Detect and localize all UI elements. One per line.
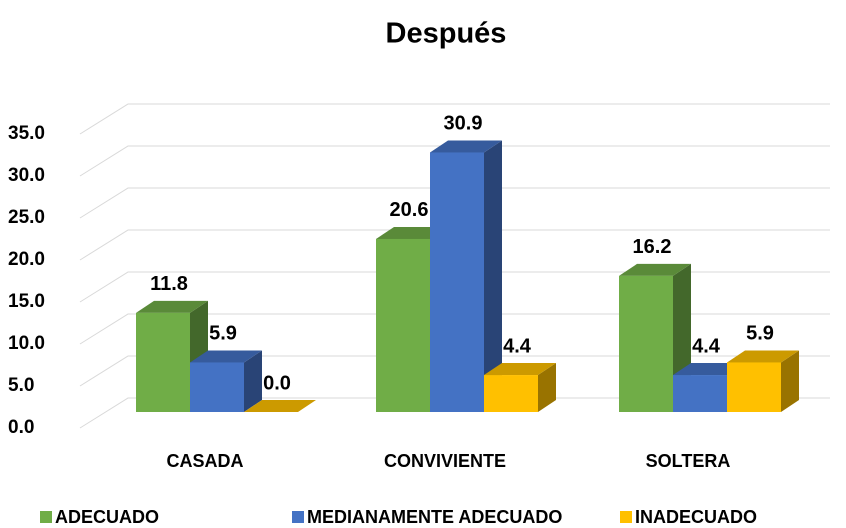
bar-top bbox=[136, 300, 208, 313]
data-label: 5.9 bbox=[746, 323, 774, 345]
y-tick-label: 10.0 bbox=[8, 333, 45, 354]
legend-label: MEDIANAMENTE ADECUADO bbox=[307, 507, 562, 527]
legend-swatch bbox=[620, 511, 632, 523]
grid-line bbox=[79, 145, 830, 177]
bar-top bbox=[244, 400, 316, 412]
legend-label: ADECUADO bbox=[55, 507, 159, 527]
bar bbox=[727, 362, 781, 412]
grid-line bbox=[79, 271, 830, 303]
data-label: 4.4 bbox=[692, 335, 721, 357]
y-tick-label: 25.0 bbox=[8, 207, 45, 228]
chart-title: Después bbox=[386, 18, 507, 50]
bar-top bbox=[190, 350, 262, 363]
grid-line bbox=[79, 229, 830, 261]
data-label: 5.9 bbox=[209, 323, 237, 345]
bar bbox=[673, 375, 727, 412]
bar-top bbox=[484, 363, 556, 376]
bar-side bbox=[538, 363, 556, 412]
legend-swatch bbox=[292, 511, 304, 523]
bar bbox=[136, 312, 190, 412]
grid-line bbox=[79, 355, 830, 387]
bar bbox=[376, 238, 430, 412]
bar bbox=[190, 362, 244, 412]
grid-line bbox=[79, 313, 830, 345]
y-tick-label: 20.0 bbox=[8, 249, 45, 270]
data-label: 30.9 bbox=[444, 113, 483, 135]
bar-top bbox=[430, 140, 502, 153]
grid-line bbox=[79, 187, 830, 219]
data-label: 0.0 bbox=[263, 372, 291, 394]
y-tick-label: 35.0 bbox=[8, 123, 45, 144]
legend-swatch bbox=[40, 511, 52, 523]
bar-side bbox=[781, 350, 799, 412]
x-tick-label: CONVIVIENTE bbox=[384, 451, 506, 471]
bar-side bbox=[244, 350, 262, 412]
bar bbox=[484, 375, 538, 412]
y-tick-label: 15.0 bbox=[8, 291, 45, 312]
grid-line bbox=[79, 397, 830, 429]
data-label: 20.6 bbox=[390, 199, 429, 221]
y-tick-label: 30.0 bbox=[8, 165, 45, 186]
data-label: 11.8 bbox=[150, 273, 188, 295]
legend-label: INADECUADO bbox=[635, 507, 757, 527]
data-label: 16.2 bbox=[633, 236, 672, 258]
x-tick-label: CASADA bbox=[166, 451, 243, 471]
bar bbox=[430, 152, 484, 412]
x-tick-label: SOLTERA bbox=[646, 451, 731, 471]
bar bbox=[619, 275, 673, 412]
grid-line bbox=[79, 103, 830, 135]
bar-side bbox=[484, 140, 502, 412]
data-label: 4.4 bbox=[503, 335, 532, 357]
bar-top bbox=[727, 350, 799, 363]
bar-top bbox=[619, 263, 691, 276]
y-tick-label: 5.0 bbox=[8, 375, 34, 396]
y-tick-label: 0.0 bbox=[8, 417, 34, 438]
